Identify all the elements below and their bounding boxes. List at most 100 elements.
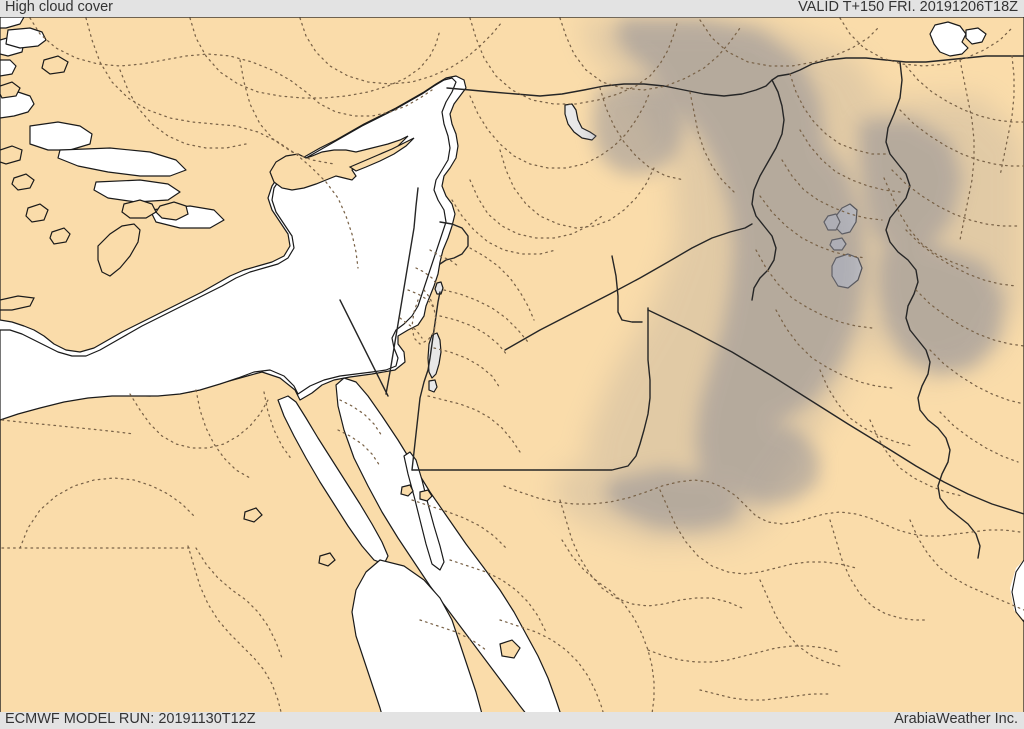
- island-tiran: [400, 484, 414, 497]
- island-aegean-1: [25, 203, 49, 223]
- border-jordan-saudi-jog: [611, 255, 643, 323]
- admin-saudi-9: [449, 559, 547, 633]
- marmara-sea: [5, 27, 47, 49]
- admin-jordan-5: [427, 395, 521, 453]
- admin-turkey-5: [469, 17, 679, 105]
- admin-iran-6: [929, 349, 1024, 405]
- sea-of-galilee: [434, 281, 444, 295]
- admin-turkey-2: [85, 17, 359, 269]
- admin-egypt-1: [129, 393, 269, 449]
- admin-saudi-5: [647, 645, 839, 663]
- island-aegean-2: [49, 227, 71, 245]
- admin-egypt-3: [263, 391, 293, 461]
- island-redsea-2: [318, 552, 336, 567]
- admin-border-layer: [1, 17, 1024, 729]
- border-iraq-saudi: [647, 309, 1024, 515]
- admin-saudi-12: [699, 689, 829, 701]
- admin-iran-3: [891, 169, 1019, 227]
- admin-saudi-3: [559, 499, 743, 609]
- admin-saudi-7: [909, 519, 1024, 611]
- border-jordan-saudi: [411, 307, 651, 471]
- red-sea-wide-basin: [351, 559, 487, 729]
- border-israel-jordan-arava: [411, 291, 441, 471]
- coast-gulf-hint: [1011, 559, 1024, 623]
- admin-syria-1: [469, 91, 651, 169]
- border-iran-iraq: [885, 61, 981, 559]
- island-aegean-3: [121, 199, 157, 219]
- admin-syria-5: [599, 87, 685, 181]
- coastline-overlay: [1011, 559, 1024, 623]
- admin-iran-2: [899, 109, 1024, 167]
- admin-israel-1: [415, 267, 439, 287]
- admin-saudi-10: [499, 619, 607, 725]
- admin-turkey-3: [189, 17, 441, 99]
- admin-egypt-6: [19, 477, 195, 549]
- cloud-halo-sw: [552, 456, 776, 546]
- dead-sea-south-basin: [428, 379, 438, 393]
- island-aegean-8: [0, 81, 21, 99]
- admin-egypt-sinai-1: [339, 399, 383, 437]
- admin-iraq-7: [819, 369, 913, 447]
- cloud-halo-east: [852, 96, 1024, 382]
- admin-iran-4: [905, 229, 1017, 287]
- mediterranean-sea: [0, 77, 457, 729]
- admin-saudi-8: [411, 499, 507, 549]
- aegean-gulf-2: [29, 121, 93, 151]
- map-title: High cloud cover: [5, 0, 113, 15]
- border-lebanon-syria: [439, 221, 469, 265]
- admin-iran-5: [915, 289, 1024, 347]
- admin-lebanon-1: [429, 249, 459, 267]
- international-border-layer: [339, 55, 1024, 559]
- island-layer: [0, 55, 521, 659]
- admin-syria-3: [469, 179, 603, 239]
- admin-iran-8: [959, 59, 975, 241]
- admin-iran-9: [999, 55, 1015, 177]
- aegean-strait-b: [0, 59, 17, 77]
- cloud-halo-main: [580, 18, 900, 540]
- admin-saudi-6: [829, 519, 929, 621]
- admin-turkey-10: [239, 59, 335, 165]
- header-bar: High cloud cover VALID T+150 FRI. 201912…: [0, 0, 1024, 17]
- black-sea-sliver: [0, 16, 25, 29]
- aegean-gulf-3: [57, 147, 187, 177]
- island-cyprus-panhandle: [348, 137, 415, 172]
- admin-iraq-2: [799, 129, 901, 193]
- admin-israel-2: [407, 289, 435, 309]
- admin-syria-6: [689, 91, 735, 193]
- admin-turkey-7: [699, 19, 881, 67]
- border-turkey-syria: [446, 55, 1024, 97]
- admin-egypt-8: [195, 547, 283, 659]
- admin-syria-2: [499, 149, 655, 229]
- island-rhodes: [97, 223, 141, 277]
- admin-jordan-2: [439, 315, 509, 357]
- lake-van-east-lobe: [965, 27, 987, 45]
- admin-iraq-1: [789, 73, 889, 155]
- admin-egypt-sinai-2: [337, 429, 381, 467]
- admin-iraq-3: [781, 159, 883, 221]
- gulf-of-suez: [277, 395, 389, 565]
- island-aegean-5: [0, 145, 23, 165]
- admin-saudi-11: [419, 619, 487, 651]
- admin-iraq-8: [869, 419, 963, 497]
- admin-turkey-4: [299, 17, 503, 85]
- admin-turkey-6: [559, 17, 741, 91]
- admin-israel-3: [399, 317, 423, 339]
- dead-sea: [427, 332, 442, 379]
- admin-iran-1: [905, 65, 1024, 123]
- border-egypt-israel: [385, 187, 419, 395]
- admin-jordan-3: [433, 347, 501, 389]
- admin-westbank: [411, 289, 437, 345]
- valid-time-label: VALID T+150 FRI. 20191206T18Z: [798, 0, 1018, 15]
- admin-egypt-7: [187, 545, 285, 729]
- model-run-label: ECMWF MODEL RUN: 20191130T12Z: [5, 711, 256, 727]
- island-redsea-4: [243, 507, 263, 523]
- cloud-cover-halo-layer: [552, 18, 1024, 546]
- footer-bar: ECMWF MODEL RUN: 20191130T12Z ArabiaWeat…: [0, 711, 1024, 729]
- admin-turkey-9: [119, 69, 247, 149]
- aegean-gulf-1: [0, 91, 35, 119]
- island-crete-sliver: [0, 295, 35, 311]
- admin-turkey-1: [29, 17, 433, 117]
- admin-syria-4: [451, 199, 557, 255]
